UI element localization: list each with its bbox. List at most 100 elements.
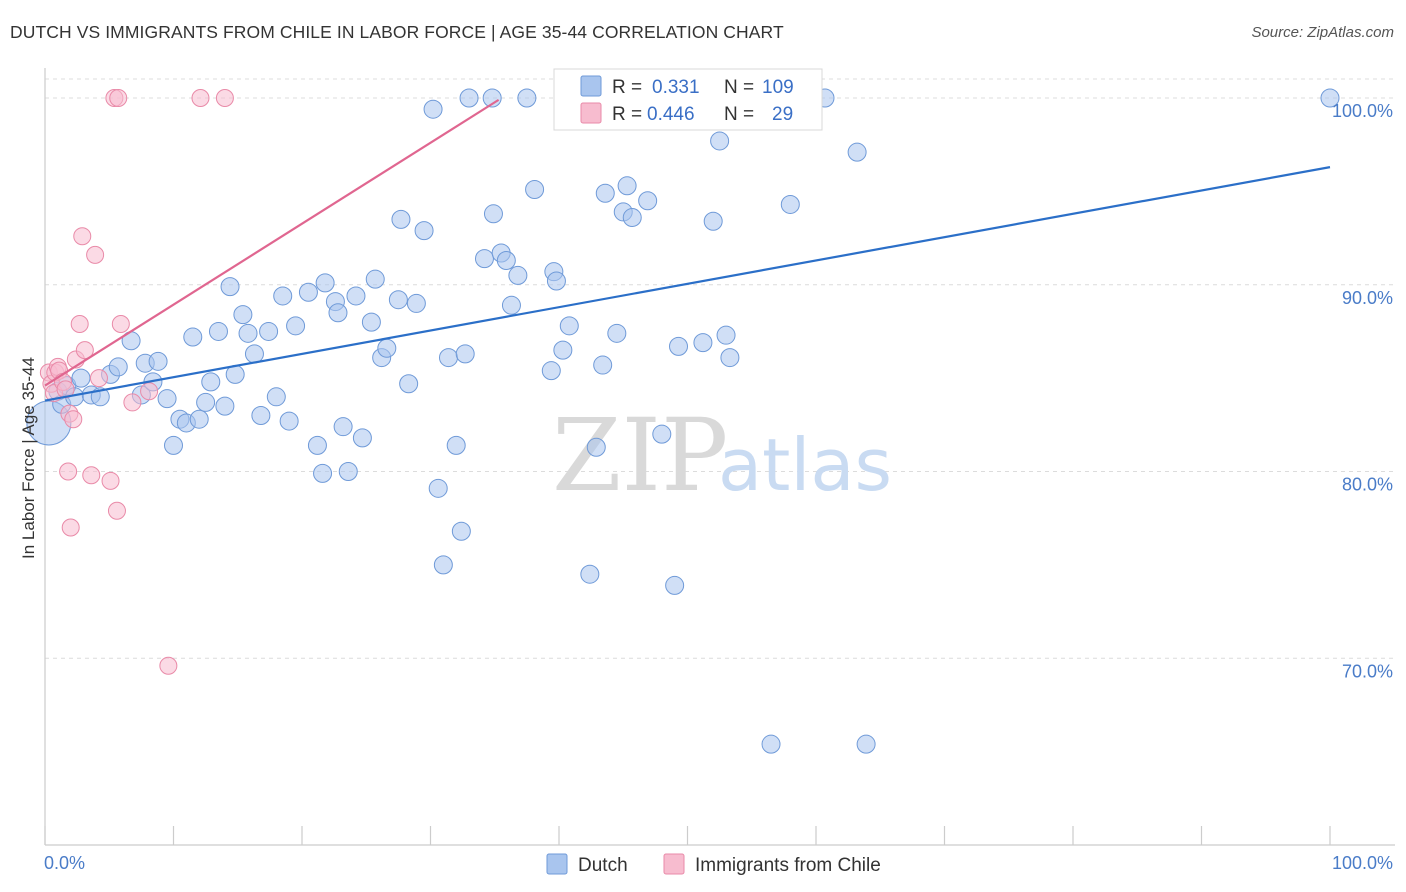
dutch-point — [459, 88, 479, 108]
dutch-point — [313, 463, 333, 483]
chile-point — [101, 471, 120, 490]
dutch-point — [71, 368, 91, 388]
dutch-point — [307, 435, 327, 455]
dutch-point — [638, 191, 658, 211]
dutch-point — [273, 286, 293, 306]
bottom-legend-chile-swatch — [663, 853, 685, 875]
dutch-point — [388, 290, 408, 310]
dutch-point — [693, 333, 713, 353]
dutch-point — [164, 435, 183, 455]
dutch-point — [189, 409, 209, 429]
dutch-point — [710, 131, 730, 151]
dutch-point — [496, 250, 516, 270]
dutch-point — [148, 351, 168, 371]
dutch-point — [483, 204, 503, 224]
dutch-point — [238, 323, 258, 343]
chile-point — [111, 314, 130, 333]
watermark-atlas: atlas — [718, 423, 892, 507]
dutch-point — [517, 88, 537, 108]
dutch-point — [595, 183, 615, 203]
bottom-legend-dutch-label: Dutch — [578, 855, 628, 876]
dutch-point — [553, 340, 573, 360]
axes — [44, 68, 1395, 846]
dutch-point — [328, 303, 348, 323]
x-tick-label-max: 100.0% — [1332, 853, 1393, 873]
dutch-point — [414, 221, 434, 241]
dutch-point — [251, 405, 271, 425]
dutch-point — [183, 327, 203, 347]
dutch-point — [856, 734, 876, 754]
dutch-point — [780, 194, 800, 214]
dutch-point — [279, 411, 299, 431]
legend-dutch-swatch — [580, 75, 602, 97]
chile-point — [75, 341, 94, 360]
dutch-point — [669, 336, 689, 356]
y-tick-labels: 70.0% 80.0% 90.0% 100.0% — [1332, 101, 1393, 681]
chart-title: DUTCH VS IMMIGRANTS FROM CHILE IN LABOR … — [10, 22, 784, 42]
grid-lines — [45, 78, 1395, 659]
y-tick-label: 70.0% — [1342, 661, 1393, 681]
y-tick-label: 100.0% — [1332, 101, 1393, 121]
dutch-point — [433, 555, 453, 575]
chile-trend-line — [44, 98, 500, 387]
chile-point — [59, 462, 78, 481]
chile-point — [89, 369, 108, 388]
chile-point — [64, 410, 83, 429]
watermark-zip: ZIP — [552, 397, 728, 514]
dutch-point — [377, 338, 397, 358]
legend-chile-n-label: N = — [724, 104, 754, 125]
dutch-point — [196, 392, 216, 412]
dutch-point — [525, 180, 545, 200]
dutch-point — [482, 88, 502, 108]
dutch-point — [391, 209, 411, 229]
dutch-point — [665, 575, 685, 595]
dutch-point — [446, 435, 466, 455]
dutch-point — [346, 286, 366, 306]
x-tick-labels: 0.0% 100.0% — [44, 853, 1393, 873]
y-tick-label: 90.0% — [1342, 288, 1393, 308]
chile-point — [140, 382, 159, 401]
y-tick-label: 80.0% — [1342, 475, 1393, 495]
dutch-point — [455, 344, 475, 364]
dutch-point — [215, 396, 235, 416]
dutch-point — [244, 344, 264, 364]
dutch-point — [423, 99, 443, 119]
dutch-point — [761, 734, 781, 754]
dutch-point — [847, 142, 867, 162]
dutch-point — [259, 321, 279, 341]
bottom-legend-dutch-swatch — [546, 853, 568, 875]
dutch-point — [298, 282, 318, 302]
dutch-point — [593, 355, 613, 375]
dutch-point — [546, 271, 566, 291]
dutch-point — [108, 357, 128, 377]
dutch-point — [399, 374, 419, 394]
chile-point — [70, 314, 89, 333]
dutch-point — [266, 387, 286, 407]
dutch-point — [1320, 88, 1340, 108]
dutch-point — [580, 564, 600, 584]
legend-chile-n-value: 29 — [772, 104, 793, 125]
legend-chile-swatch — [580, 102, 602, 124]
dutch-point — [220, 277, 240, 297]
dutch-point — [652, 424, 672, 444]
chile-point — [73, 227, 92, 246]
dutch-point — [406, 293, 426, 313]
watermark: ZIP atlas — [552, 397, 892, 514]
dutch-point — [716, 325, 736, 345]
dutch-point — [201, 372, 221, 392]
dutch-point — [622, 208, 642, 228]
legend-dutch-r-label: R = — [612, 77, 642, 98]
chile-point — [191, 89, 210, 108]
dutch-point — [157, 389, 177, 409]
dutch-point — [474, 249, 494, 269]
chile-points — [39, 89, 234, 675]
chile-point — [159, 656, 178, 675]
legend-chile-r-label: R = — [612, 104, 642, 125]
dutch-point — [720, 348, 740, 368]
dutch-point — [541, 361, 561, 381]
chile-point — [215, 89, 234, 108]
bottom-legend: Dutch Immigrants from Chile — [546, 853, 881, 876]
dutch-point — [365, 269, 385, 289]
source-label: Source: ZipAtlas.com — [1251, 24, 1394, 41]
